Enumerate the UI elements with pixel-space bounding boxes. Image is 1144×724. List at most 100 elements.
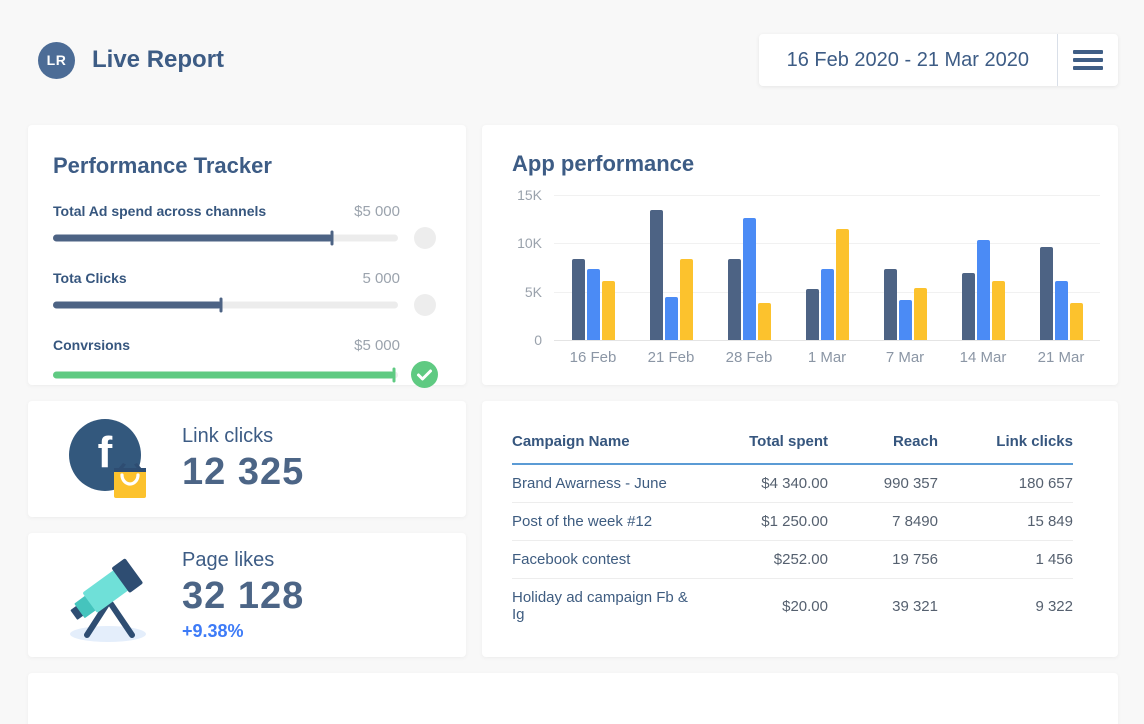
bar — [961, 273, 975, 340]
slider-fill — [53, 301, 223, 309]
table-cell: 15 849 — [1027, 513, 1073, 530]
header: LR Live Report 16 Feb 2020 - 21 Mar 2020 — [0, 0, 1144, 86]
campaign-table: Campaign Name Total spent Reach Link cli… — [512, 433, 1073, 633]
slider-track[interactable] — [53, 367, 398, 382]
x-tick-label: 14 Mar — [959, 349, 1007, 366]
slider-value: $5 000 — [354, 337, 400, 354]
bar — [913, 287, 927, 340]
chart-title: App performance — [512, 151, 695, 176]
x-tick-label: 28 Feb — [725, 349, 773, 366]
divider — [1057, 34, 1058, 86]
bar — [742, 218, 756, 340]
dashboard-grid: Performance Tracker Total Ad spend acros… — [0, 125, 1144, 657]
hamburger-menu-icon[interactable] — [1058, 34, 1118, 86]
campaign-table-card: Campaign Name Total spent Reach Link cli… — [482, 401, 1118, 657]
slider-label: Tota Clicks — [53, 270, 127, 286]
table-header-row: Campaign Name Total spent Reach Link cli… — [512, 433, 1073, 464]
stat-value: 32 128 — [182, 574, 305, 617]
bar — [835, 228, 849, 340]
table-cell: Facebook contest — [512, 551, 631, 568]
table-cell: 990 357 — [883, 475, 938, 492]
chart-bars — [554, 195, 1100, 340]
y-tick-label: 15K — [517, 187, 542, 203]
tracker-slider: Tota Clicks 5 000 — [53, 270, 438, 316]
bar-group — [866, 195, 944, 340]
slider-fill — [53, 371, 395, 378]
check-icon — [411, 361, 438, 388]
column-header: Total spent — [749, 433, 828, 450]
x-tick-label: 16 Feb — [569, 349, 617, 366]
gridline — [554, 195, 1100, 196]
slider-thumb[interactable] — [392, 367, 396, 382]
table-cell: Holiday ad campaign Fb & Ig — [512, 589, 688, 623]
y-tick-label: 5K — [524, 283, 542, 300]
bar — [757, 303, 771, 340]
bar — [1039, 247, 1053, 340]
app-performance-card: App performance 15K 10K 5K 0 16 Feb 21 Feb 28… — [482, 125, 1118, 385]
table-cell: Brand Awarness - June — [512, 475, 667, 492]
x-tick-label: 21 Mar — [1037, 349, 1085, 366]
gridline — [554, 340, 1100, 341]
table-cell: 39 321 — [892, 597, 938, 615]
chart-plot — [554, 195, 1100, 341]
bar-group — [788, 195, 866, 340]
table-cell: 180 657 — [1018, 475, 1073, 492]
table-cell: $1 250.00 — [761, 513, 828, 530]
bar-group — [710, 195, 788, 340]
bar — [1069, 303, 1083, 340]
gridline — [554, 243, 1100, 245]
bar — [649, 210, 663, 340]
status-circle — [413, 294, 436, 316]
bar-group — [632, 195, 710, 340]
table-cell: $20.00 — [782, 597, 828, 615]
table-row: Facebook contest $252.00 19 756 1 456 — [512, 541, 1073, 579]
bar — [727, 258, 741, 340]
page-likes-card: Page likes 32 128 +9.38% — [28, 533, 466, 657]
bar — [679, 258, 693, 340]
slider-track[interactable] — [53, 297, 398, 313]
slider-fill — [53, 234, 333, 242]
bar — [991, 281, 1005, 340]
table-cell: 9 322 — [1035, 597, 1073, 615]
stat-value: 12 325 — [182, 450, 305, 493]
stat-label: Link clicks — [182, 424, 274, 447]
chart-x-axis: 16 Feb 21 Feb 28 Feb 1 Mar 7 Mar 14 Mar 21 Mar — [554, 349, 1100, 366]
slider-track[interactable] — [53, 230, 398, 246]
telescope-icon — [58, 547, 158, 643]
bar — [805, 288, 819, 340]
slider-thumb[interactable] — [219, 297, 223, 313]
table-row: Brand Awarness - June $4 340.00 990 357 180… — [512, 464, 1073, 503]
brand: LR Live Report — [38, 41, 225, 79]
column-header: Reach — [892, 433, 938, 450]
page-title: Live Report — [92, 46, 225, 73]
table-cell: $252.00 — [773, 551, 828, 568]
link-clicks-card: f Link clicks 12 325 — [28, 401, 466, 517]
column-header: Link clicks — [996, 433, 1073, 450]
bar — [601, 281, 615, 340]
bar-group — [1022, 195, 1100, 340]
bar — [664, 297, 678, 340]
bar — [571, 258, 585, 340]
campaign-table-body: Brand Awarness - June $4 340.00 990 357 180… — [512, 464, 1073, 633]
table-row: Post of the week #12 $1 250.00 7 8490 15 84… — [512, 503, 1073, 541]
x-tick-label: 7 Mar — [885, 349, 925, 366]
stat-label: Page likes — [182, 548, 275, 571]
stat-delta: +9.38% — [182, 620, 244, 641]
table-cell: 7 8490 — [892, 513, 938, 530]
bar-group — [944, 195, 1022, 340]
shopping-bag-icon — [114, 463, 146, 498]
bar — [883, 269, 897, 340]
logo-avatar: LR — [38, 41, 75, 79]
x-tick-label: 1 Mar — [807, 349, 847, 366]
date-range-picker[interactable]: 16 Feb 2020 - 21 Mar 2020 — [786, 48, 1029, 71]
slider-thumb[interactable] — [330, 230, 334, 246]
performance-tracker-card: Performance Tracker Total Ad spend acros… — [28, 125, 466, 388]
table-cell: Post of the week #12 — [512, 513, 653, 530]
table-row: Holiday ad campaign Fb & Ig $20.00 39 321 9… — [512, 579, 1073, 634]
table-cell: $4 340.00 — [761, 475, 828, 492]
slider-value: 5 000 — [362, 270, 400, 287]
table-cell: 19 756 — [892, 551, 938, 568]
table-cell: 1 456 — [1035, 551, 1073, 568]
bar — [976, 240, 990, 340]
bar — [1054, 281, 1068, 340]
